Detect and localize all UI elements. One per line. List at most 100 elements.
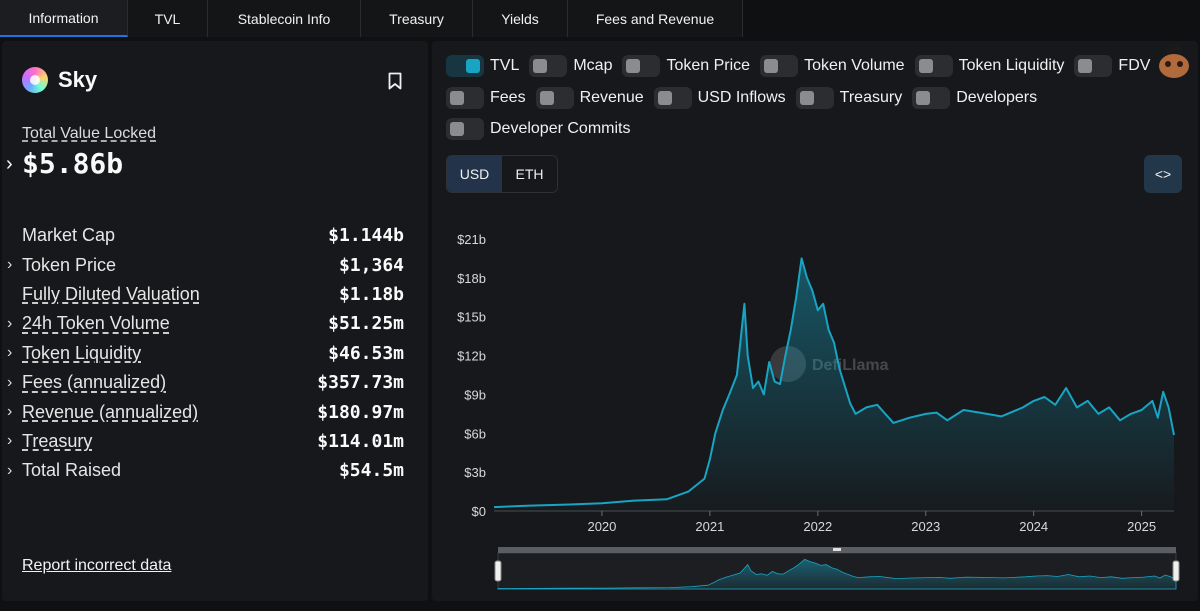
- plot-area: [493, 257, 1175, 511]
- stat-value: $1.144b: [328, 225, 404, 247]
- toggle-label: Developer Commits: [490, 120, 631, 137]
- toggle-knob: [533, 59, 548, 73]
- toggle-mcap[interactable]: Mcap: [529, 55, 612, 77]
- toggle-label: USD Inflows: [697, 89, 786, 106]
- tab-stablecoin-info[interactable]: Stablecoin Info: [208, 0, 361, 37]
- toggle-usd-inflows[interactable]: USD Inflows: [653, 87, 786, 109]
- toggle-switch[interactable]: [760, 55, 799, 77]
- tvl-chart: DefiLlama $0$3b$6b$9b$12b$15b$18b$21b 20…: [457, 232, 1180, 590]
- eth-button[interactable]: ETH: [502, 156, 557, 192]
- stat-row[interactable]: › Token Liquidity $46.53m: [2, 339, 428, 368]
- tab-fees-and-revenue[interactable]: Fees and Revenue: [568, 0, 743, 37]
- toggle-knob: [799, 91, 814, 105]
- tab-yields[interactable]: Yields: [473, 0, 568, 37]
- tab-treasury[interactable]: Treasury: [361, 0, 473, 37]
- report-incorrect-data-link[interactable]: Report incorrect data: [22, 557, 172, 574]
- tab-information[interactable]: Information: [0, 0, 128, 37]
- chevron-right-icon[interactable]: ›: [7, 432, 13, 450]
- toggle-row: TVL Mcap Token Price Token Volume Token Liqu…: [446, 55, 1160, 77]
- stat-value: $51.25m: [328, 313, 404, 335]
- grip-icon[interactable]: [833, 548, 841, 551]
- range-handle-left[interactable]: [494, 560, 502, 582]
- toggle-label: TVL: [490, 57, 520, 74]
- toggle-switch[interactable]: [446, 87, 484, 109]
- chevron-right-icon[interactable]: ›: [7, 314, 13, 332]
- toggle-knob: [764, 59, 779, 73]
- chevron-right-icon[interactable]: ›: [6, 153, 13, 175]
- y-tick-label: $15b: [457, 310, 486, 325]
- y-tick-label: $0: [472, 504, 486, 519]
- bookmark-icon[interactable]: [388, 72, 402, 90]
- stat-row[interactable]: › Total Raised $54.5m: [2, 456, 428, 485]
- toggle-knob: [450, 91, 464, 105]
- y-tick-label: $6b: [464, 426, 486, 441]
- toggle-switch[interactable]: [535, 87, 574, 109]
- toggle-switch[interactable]: [529, 55, 568, 77]
- toggle-switch[interactable]: [795, 87, 834, 109]
- tvl-area: [494, 258, 1174, 511]
- stat-row[interactable]: › Treasury $114.01m: [2, 427, 428, 456]
- toggle-token-volume[interactable]: Token Volume: [760, 55, 905, 77]
- protocol-header: Sky: [22, 67, 97, 93]
- x-tick-label: 2024: [1019, 519, 1048, 534]
- toggle-fees[interactable]: Fees: [446, 87, 526, 109]
- toggle-label: Treasury: [839, 89, 903, 106]
- stat-label: Token Liquidity: [22, 342, 142, 363]
- toggle-switch[interactable]: [446, 118, 484, 140]
- stat-row[interactable]: › Revenue (annualized) $180.97m: [2, 397, 428, 426]
- toggle-revenue[interactable]: Revenue: [535, 87, 644, 109]
- toggle-switch[interactable]: [914, 55, 953, 77]
- toggle-token-price[interactable]: Token Price: [622, 55, 750, 77]
- llama-mascot-icon: [1159, 43, 1189, 78]
- toggle-label: Mcap: [573, 57, 613, 74]
- toggle-developers[interactable]: Developers: [912, 87, 1037, 109]
- usd-button[interactable]: USD: [447, 156, 502, 192]
- toggle-switch[interactable]: [653, 87, 692, 109]
- stat-label: Treasury: [22, 430, 93, 451]
- toggle-tvl[interactable]: TVL: [446, 55, 519, 77]
- chevron-right-icon[interactable]: ›: [7, 403, 13, 421]
- toggle-fdv[interactable]: FDV: [1074, 55, 1150, 77]
- range-slider[interactable]: [494, 547, 1180, 590]
- stat-value: $114.01m: [317, 430, 404, 452]
- chevron-right-icon[interactable]: ›: [7, 461, 13, 479]
- toggle-knob: [466, 59, 480, 73]
- range-slider-preview: [497, 558, 1177, 590]
- stat-label: Revenue (annualized): [22, 401, 199, 422]
- toggle-treasury[interactable]: Treasury: [795, 87, 903, 109]
- chevron-right-icon[interactable]: ›: [7, 256, 13, 274]
- tvl-line: [493, 257, 1175, 509]
- stat-value: $180.97m: [317, 401, 404, 423]
- stat-row[interactable]: › Token Price $1,364: [2, 250, 428, 279]
- toggle-knob: [657, 91, 672, 105]
- toggle-label: Fees: [490, 89, 526, 106]
- x-tick-label: 2021: [695, 519, 724, 534]
- stat-row[interactable]: › 24h Token Volume $51.25m: [2, 309, 428, 338]
- toggle-token-liquidity[interactable]: Token Liquidity: [914, 55, 1065, 77]
- x-tick-label: 2022: [803, 519, 832, 534]
- toggle-switch[interactable]: [1074, 55, 1113, 77]
- stat-row[interactable]: › Fees (annualized) $357.73m: [2, 368, 428, 397]
- info-panel: Sky Total Value Locked › $5.86b Market C…: [2, 41, 428, 601]
- tab-tvl[interactable]: TVL: [128, 0, 208, 37]
- toggle-label: Developers: [956, 89, 1038, 106]
- y-tick-label: $18b: [457, 271, 486, 286]
- stat-label: Market Cap: [22, 225, 116, 246]
- denomination-selector: USD ETH: [446, 155, 558, 193]
- toggle-label: FDV: [1118, 57, 1151, 74]
- chevron-right-icon[interactable]: ›: [7, 344, 13, 362]
- toggle-switch[interactable]: [446, 55, 484, 77]
- stat-value: $357.73m: [317, 372, 404, 394]
- toggle-label: Token Liquidity: [958, 57, 1065, 74]
- toggle-switch[interactable]: [912, 87, 951, 109]
- stat-label: Token Price: [22, 254, 117, 275]
- toggle-switch[interactable]: [622, 55, 661, 77]
- range-handle-right[interactable]: [1172, 560, 1180, 582]
- protocol-logo: [22, 67, 48, 93]
- embed-code-button[interactable]: <>: [1144, 155, 1182, 193]
- toggle-developer-commits[interactable]: Developer Commits: [446, 118, 630, 140]
- x-axis: 2020 2021 2022 2023 2024 2025: [587, 511, 1156, 534]
- chevron-right-icon[interactable]: ›: [7, 373, 13, 391]
- y-tick-label: $3b: [464, 465, 486, 480]
- stat-row: Market Cap $1.144b: [2, 221, 428, 250]
